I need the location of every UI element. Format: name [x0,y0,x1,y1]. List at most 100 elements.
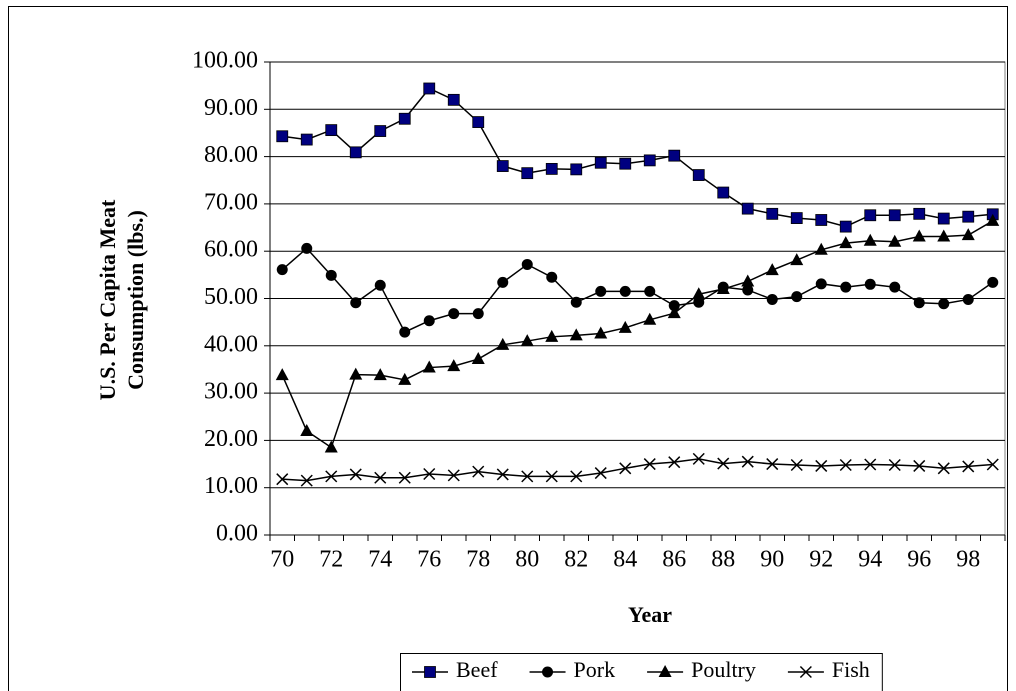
y-tick-label: 30.00 [204,379,258,405]
y-tick-label: 10.00 [204,473,258,499]
marker [496,160,509,172]
y-tick-label: 70.00 [204,189,258,215]
marker [373,368,387,381]
marker [839,236,853,249]
marker [741,202,754,215]
marker [422,360,436,373]
marker [766,293,778,305]
y-tick-label: 0.00 [216,521,258,547]
marker [888,209,901,222]
x-tick-label: 96 [907,547,931,573]
marker [790,253,804,266]
x-tick-label: 92 [809,547,833,573]
marker [938,298,950,310]
marker [374,471,387,484]
marker [643,312,657,325]
marker [987,276,999,288]
marker [301,242,313,254]
marker [619,285,631,297]
x-tick-label: 94 [858,547,882,573]
marker [324,440,338,453]
marker [276,264,288,276]
marker [864,458,877,471]
marker [542,666,554,678]
marker [472,308,484,320]
marker [839,220,852,233]
marker [423,315,435,327]
marker [815,278,827,290]
marker [643,154,656,167]
marker [644,285,656,297]
marker [741,455,754,468]
marker [398,112,411,125]
marker [521,258,533,270]
marker [693,296,705,308]
x-tick-label: 78 [466,547,490,573]
marker [423,82,436,95]
marker [276,473,289,486]
marker [741,274,755,287]
marker [545,329,559,342]
legend-label: Beef [456,657,498,682]
marker [374,279,386,291]
marker [325,269,337,281]
x-tick-label: 80 [515,547,539,573]
marker [815,459,828,472]
marker [986,458,999,471]
marker [864,209,877,222]
series-line [281,220,994,449]
marker [349,468,362,481]
marker [275,368,289,381]
marker [471,352,485,365]
marker [799,665,812,679]
marker [472,465,485,478]
marker [520,334,534,347]
x-tick-label: 72 [319,547,343,573]
marker [570,163,583,176]
x-tick-label: 76 [417,547,441,573]
marker [962,293,974,305]
marker [667,306,681,319]
marker [814,242,828,255]
marker [374,125,387,137]
y-tick-label: 40.00 [204,331,258,357]
x-tick-label: 82 [564,547,588,573]
marker [937,212,950,225]
y-tick-label: 60.00 [204,237,258,263]
y-tick-label: 50.00 [204,284,258,310]
marker [619,462,632,475]
marker [791,291,803,303]
marker [349,367,363,380]
marker [912,229,926,242]
marker [545,162,558,175]
y-tick-label: 20.00 [204,426,258,452]
x-axis-label: Year [628,602,672,627]
marker [447,469,460,482]
marker [692,287,706,300]
marker [668,149,681,162]
x-tick-label: 86 [662,547,686,573]
marker [448,308,460,320]
marker [300,474,313,487]
legend-label: Poultry [691,657,756,682]
marker [276,130,289,143]
marker [937,462,950,475]
marker [325,470,338,483]
marker [349,146,362,159]
x-tick-label: 98 [956,547,980,573]
marker [765,263,779,276]
legend-label: Pork [574,657,616,682]
marker [888,458,901,472]
marker [815,214,828,226]
legend: Beef Pork Poultry Fish [400,653,883,691]
marker [658,665,672,677]
marker [521,470,534,483]
marker [496,337,510,350]
marker [961,228,975,241]
marker [913,459,926,472]
x-tick-label: 70 [270,547,294,573]
marker [766,207,779,220]
marker [350,297,362,309]
x-tick-label: 90 [760,547,784,573]
marker [863,233,877,246]
